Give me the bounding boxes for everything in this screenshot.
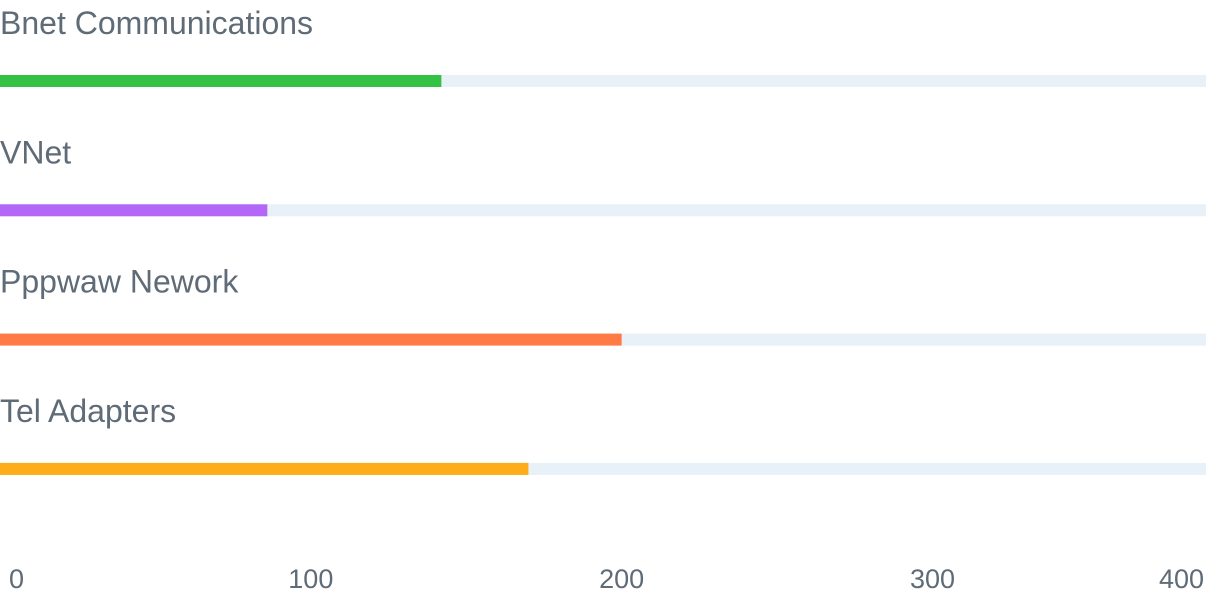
bar-tel-adapters[interactable] bbox=[0, 462, 529, 475]
bar-rows: Bnet Communications VNet Pppwaw Nework Tel … bbox=[0, 5, 1206, 475]
x-axis-ticks: 0 100 200 300 400 bbox=[9, 564, 1204, 594]
bar-row-bnet-communications: Bnet Communications bbox=[0, 5, 1206, 87]
category-label: Bnet Communications bbox=[0, 5, 313, 41]
bar-track bbox=[0, 204, 1206, 217]
x-tick-label: 200 bbox=[599, 564, 644, 594]
bar-row-vnet: VNet bbox=[0, 134, 1206, 217]
bar-row-pppwaw-nework: Pppwaw Nework bbox=[0, 264, 1206, 346]
bar-bnet-communications[interactable] bbox=[0, 75, 442, 87]
x-tick-label: 0 bbox=[9, 564, 24, 594]
category-label: Tel Adapters bbox=[0, 393, 176, 429]
x-tick-label: 400 bbox=[1159, 564, 1204, 594]
bar-vnet[interactable] bbox=[0, 204, 268, 217]
bar-row-tel-adapters: Tel Adapters bbox=[0, 393, 1206, 475]
x-tick-label: 300 bbox=[910, 564, 955, 594]
x-tick-label: 100 bbox=[288, 564, 333, 594]
category-label: VNet bbox=[0, 134, 71, 170]
bar-pppwaw-nework[interactable] bbox=[0, 333, 622, 346]
category-label: Pppwaw Nework bbox=[0, 264, 239, 300]
